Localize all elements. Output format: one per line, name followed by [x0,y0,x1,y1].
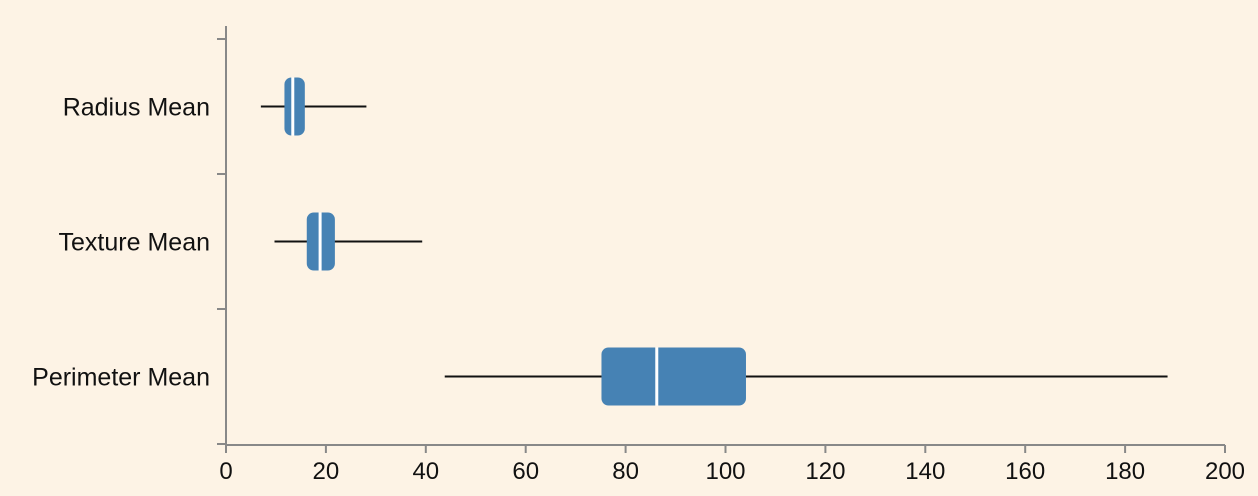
x-tick-label: 200 [1205,458,1245,485]
category-label: Radius Mean [63,94,210,122]
x-tick-label: 180 [1105,458,1145,485]
plot-area [260,77,1168,406]
x-tick-label: 160 [1005,458,1045,485]
box [601,347,746,406]
x-tick-label: 60 [512,458,539,485]
x-tick-label: 100 [705,458,745,485]
x-tick-label: 40 [412,458,439,485]
category-label: Texture Mean [59,229,210,257]
axes: 0 20 40 60 80 100 120 140 160 180 200 Radius Mean Te… [32,26,1245,485]
x-tick-label: 80 [612,458,639,485]
box-group [260,77,367,136]
x-tick-label: 20 [313,458,340,485]
x-tick-label: 140 [905,458,945,485]
box [284,77,305,136]
x-tick-label: 0 [219,458,232,485]
x-tick-label: 120 [805,458,845,485]
category-label: Perimeter Mean [32,364,210,392]
box-group [274,212,423,271]
box-group [444,347,1168,406]
